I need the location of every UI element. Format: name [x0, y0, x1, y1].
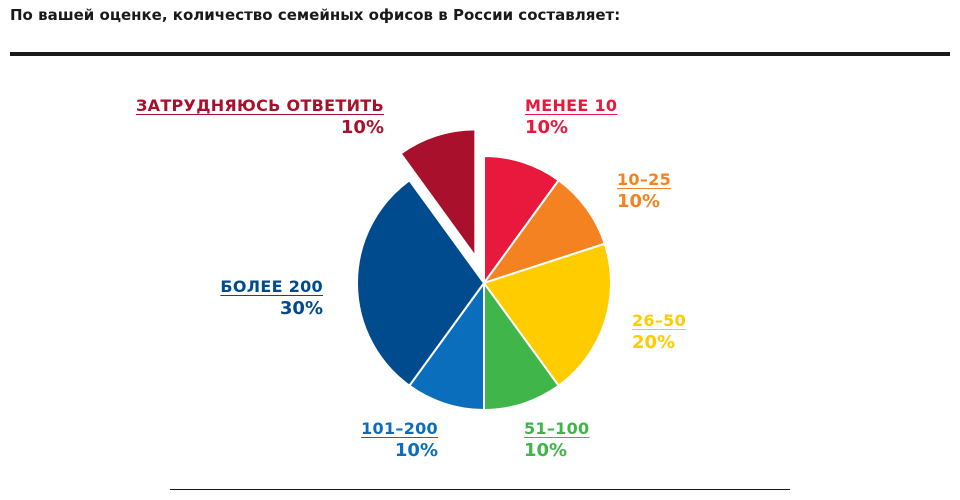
pie-slice-3 [483, 282, 560, 411]
slice-label-101-200: 101–200 10% [361, 419, 438, 461]
slice-name: ЗАТРУДНЯЮСЬ ОТВЕТИТЬ [135, 96, 384, 115]
slice-label-10-25: 10–25 10% [617, 170, 671, 212]
bottom-divider [170, 489, 790, 490]
slice-label-51-100: 51–100 10% [524, 419, 589, 461]
slice-name: МЕНЕЕ 10 [525, 96, 618, 115]
pie-slice-5 [356, 179, 485, 387]
pie-slice-1 [483, 179, 606, 284]
slice-name: 51–100 [524, 419, 590, 438]
slice-label-zatrudnyayus: ЗАТРУДНЯЮСЬ ОТВЕТИТЬ 10% [136, 96, 384, 138]
top-divider [10, 52, 950, 56]
slice-label-menee-10: МЕНЕЕ 10 10% [525, 96, 617, 138]
slice-value: 10% [394, 440, 438, 461]
slice-value: 10% [525, 117, 569, 138]
question-title: По вашей оценке, количество семейных офи… [10, 6, 621, 24]
slice-value: 10% [340, 117, 384, 138]
slice-name: 101–200 [361, 419, 438, 438]
pie-slice-4 [408, 282, 485, 411]
slice-label-26-50: 26–50 20% [632, 311, 686, 353]
slice-value: 20% [632, 332, 676, 353]
pie-slice-6 [399, 128, 477, 258]
slice-name: БОЛЕЕ 200 [220, 277, 323, 296]
slice-value: 30% [279, 298, 323, 319]
pie-slice-0 [483, 155, 560, 284]
slice-name: 10–25 [617, 170, 672, 189]
slice-value: 10% [524, 440, 568, 461]
slice-value: 10% [617, 191, 661, 212]
slice-name: 26–50 [632, 311, 687, 330]
pie-slice-2 [483, 242, 612, 387]
slice-label-bolee-200: БОЛЕЕ 200 30% [220, 277, 323, 319]
